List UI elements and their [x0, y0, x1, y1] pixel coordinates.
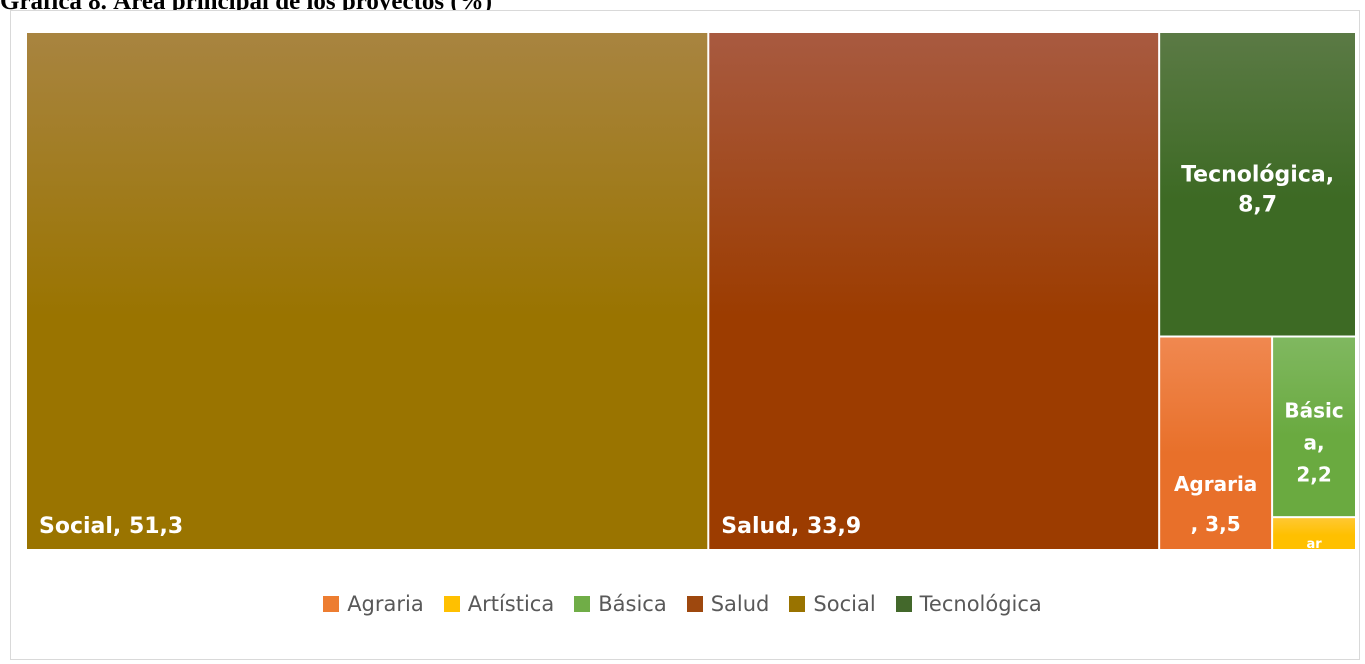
- legend-item-artistica: Artística: [443, 592, 555, 616]
- legend-item-agraria: Agraria: [323, 592, 424, 616]
- legend-label: Social: [813, 592, 876, 616]
- data-label-basica-mid: a,: [1304, 431, 1325, 455]
- legend-item-salud: Salud: [686, 592, 770, 616]
- data-label-tecnologica: Tecnológica,: [1181, 162, 1334, 187]
- legend-label: Salud: [710, 592, 770, 616]
- treemap-cell-salud: [709, 33, 1159, 549]
- legend-swatch: [323, 596, 340, 612]
- data-label-basica: Básic: [1284, 399, 1343, 423]
- data-label-basica-value: 2,2: [1296, 463, 1331, 487]
- legend-swatch: [686, 596, 703, 612]
- legend-swatch: [574, 596, 591, 612]
- data-label-agraria-value: , 3,5: [1191, 512, 1241, 536]
- legend-swatch: [895, 596, 912, 612]
- data-label-tecnologica-value: 8,7: [1238, 192, 1277, 217]
- treemap-cell-artistica: [1273, 518, 1355, 549]
- legend-item-tecnologica: Tecnológica: [895, 592, 1042, 616]
- treemap-cell-agraria: [1160, 337, 1272, 549]
- legend-item-basica: Básica: [574, 592, 667, 616]
- data-label-artistica: ar: [1306, 537, 1322, 552]
- treemap-cell-social: [27, 33, 708, 549]
- legend-item-social: Social: [789, 592, 876, 616]
- data-label-social: Social, 51,3: [39, 514, 183, 539]
- chart-legend: Agraria Artística Básica Salud Social Tecnoló…: [0, 592, 1365, 616]
- treemap-cell-tecnologica: [1160, 33, 1355, 336]
- treemap-cell-basica: [1273, 337, 1355, 517]
- legend-label: Básica: [598, 592, 667, 616]
- legend-label: Agraria: [347, 592, 424, 616]
- legend-swatch: [443, 596, 460, 612]
- legend-label: Artística: [467, 592, 555, 616]
- legend-swatch: [789, 596, 806, 612]
- data-label-salud: Salud, 33,9: [721, 514, 861, 539]
- legend-label: Tecnológica: [919, 592, 1042, 616]
- data-label-agraria: Agraria: [1174, 472, 1257, 496]
